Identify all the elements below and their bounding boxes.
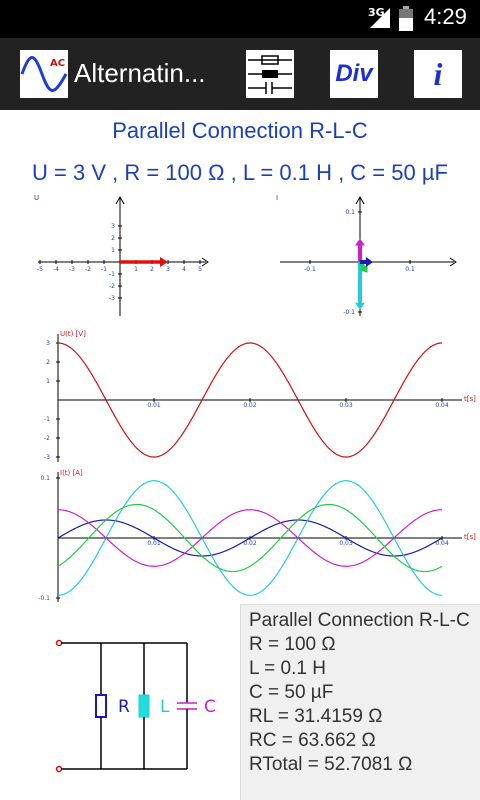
result-line: RTotal = 52.7081 Ω [249, 754, 413, 775]
current-curve-0 [57, 519, 443, 557]
voltage-phasor-y-tick-label: -1 [109, 271, 115, 278]
voltage-chart-x-tick-label: 0.03 [339, 402, 353, 409]
app-logo-text: AC [50, 58, 65, 69]
parameter-line: U = 3 V , R = 100 Ω , L = 0.1 H , C = 50… [32, 160, 448, 185]
action-bar: AC Alternatin... Div i [0, 38, 480, 110]
voltage-phasor-x-tick-label: -1 [101, 266, 107, 273]
resistor-label: R [118, 697, 130, 717]
current-curve-1 [57, 480, 443, 596]
current-phasor-axis-label: I [276, 194, 278, 202]
status-bar: 3G 4:29 [0, 0, 480, 38]
voltage-phasor-y-tick-label: 2 [111, 235, 115, 242]
voltage-chart-y-tick-label: -2 [44, 435, 50, 442]
app-title: Alternatin... [74, 58, 206, 88]
total-current-phasor-head [359, 264, 368, 273]
capacitor-label: C [204, 697, 216, 717]
voltage-phasor-y-tick-label: 3 [111, 223, 115, 230]
current-chart-x-tick-label: 0.03 [339, 540, 353, 547]
voltage-phasor-y-tick-label: -3 [109, 295, 115, 302]
result-line: Parallel Connection R-L-C [249, 610, 470, 631]
voltage-chart-y-tick-label: -1 [44, 416, 50, 423]
page-title: Parallel Connection R-L-C [112, 118, 368, 143]
div-button[interactable]: Div [330, 50, 378, 98]
result-line: RL = 31.4159 Ω [249, 706, 383, 727]
result-line: R = 100 Ω [249, 634, 336, 655]
voltage-chart-y-tick-label: 3 [46, 340, 50, 347]
voltage-chart-x-tick-label: 0.01 [147, 402, 161, 409]
voltage-phasor-diagram: U -5 -4 -3 -2 -1 1 2 3 4 5 3 2 1 -1 -2 -3 [34, 194, 209, 316]
resistor-symbol [95, 694, 107, 718]
circuit-select-button[interactable] [246, 50, 294, 98]
voltage-time-chart: U(t) [V] t[s] 0.01 0.02 0.03 0.04 3 2 1 -1 -2 -3 [44, 330, 476, 462]
current-chart-ylabel: I(t) [A] [60, 469, 83, 477]
voltage-phasor-x-tick-label: 1 [134, 266, 138, 273]
clock: 4:29 [424, 4, 467, 29]
voltage-phasor-x-tick-label: -5 [37, 266, 43, 273]
network-type: 3G [368, 6, 385, 19]
battery-icon [399, 6, 413, 31]
current-phasor-x-tick-label: 0.1 [405, 266, 415, 273]
voltage-phasor-x-tick-label: 5 [198, 266, 202, 273]
voltage-phasor-axis-label: U [34, 194, 39, 202]
info-button[interactable]: i [414, 50, 462, 98]
voltage-chart-y-tick-label: 1 [46, 378, 50, 385]
circuit-icon [248, 55, 292, 94]
voltage-phasor-x-tick-label: 2 [150, 266, 154, 273]
current-chart-y-tick-label: 0.1 [40, 475, 50, 482]
results-panel: Parallel Connection R-L-C R = 100 Ω L = … [240, 604, 480, 800]
voltage-chart-y-tick-label: 2 [46, 359, 50, 366]
resistor-current-phasor-head [366, 257, 373, 267]
voltage-phasor-x-tick-label: -4 [53, 266, 59, 273]
voltage-chart-x-tick-label: 0.04 [435, 402, 449, 409]
app-logo-icon[interactable]: AC [20, 50, 68, 98]
current-phasor-y-tick-label: -0.1 [343, 309, 355, 316]
current-phasor-diagram: I -0.1 0.1 0.1 -0.1 [276, 194, 457, 316]
current-curve-3 [57, 503, 443, 573]
terminal-top [55, 639, 63, 647]
inductor-symbol [138, 694, 150, 718]
voltage-curve [57, 342, 443, 458]
voltage-phasor-y-tick-label: 1 [111, 247, 115, 254]
voltage-phasor-arrowhead [160, 257, 168, 267]
inductor-label: L [160, 697, 170, 717]
current-chart-x-tick-label: 0.04 [435, 540, 449, 547]
current-phasor-y-tick-label: 0.1 [345, 209, 355, 216]
inductor-current-phasor-head [355, 302, 365, 310]
voltage-phasor-y-tick-label: -2 [109, 283, 115, 290]
current-chart-xlabel: t[s] [464, 533, 476, 541]
capacitor-current-phasor-head [355, 238, 365, 246]
voltage-phasor-x-tick-label: -3 [69, 266, 75, 273]
signal-icon [370, 8, 390, 28]
voltage-phasor-x-tick-label: 4 [182, 266, 186, 273]
voltage-chart-xlabel: t[s] [464, 395, 476, 403]
voltage-phasor-x-tick-label: 3 [166, 266, 170, 273]
voltage-phasor-x-tick-label: -2 [85, 266, 91, 273]
result-line: L = 0.1 H [249, 658, 326, 679]
result-line: RC = 63.662 Ω [249, 730, 376, 751]
current-chart-y-tick-label: -0.1 [38, 595, 50, 602]
result-line: C = 50 µF [249, 682, 334, 703]
current-phasor-x-tick-label: -0.1 [304, 266, 316, 273]
circuit-diagram: R L C [55, 639, 216, 773]
current-chart-x-tick-label: 0.02 [243, 540, 257, 547]
voltage-chart-ylabel: U(t) [V] [60, 330, 86, 338]
voltage-chart-x-tick-label: 0.02 [243, 402, 257, 409]
current-curve-2 [57, 509, 443, 567]
current-chart-x-tick-label: 0.01 [147, 540, 161, 547]
current-time-chart: I(t) [A] t[s] 0.01 0.02 0.03 0.04 0.1 -0.1 [38, 469, 476, 602]
voltage-chart-y-tick-label: -3 [44, 454, 50, 461]
terminal-bottom [55, 765, 63, 773]
